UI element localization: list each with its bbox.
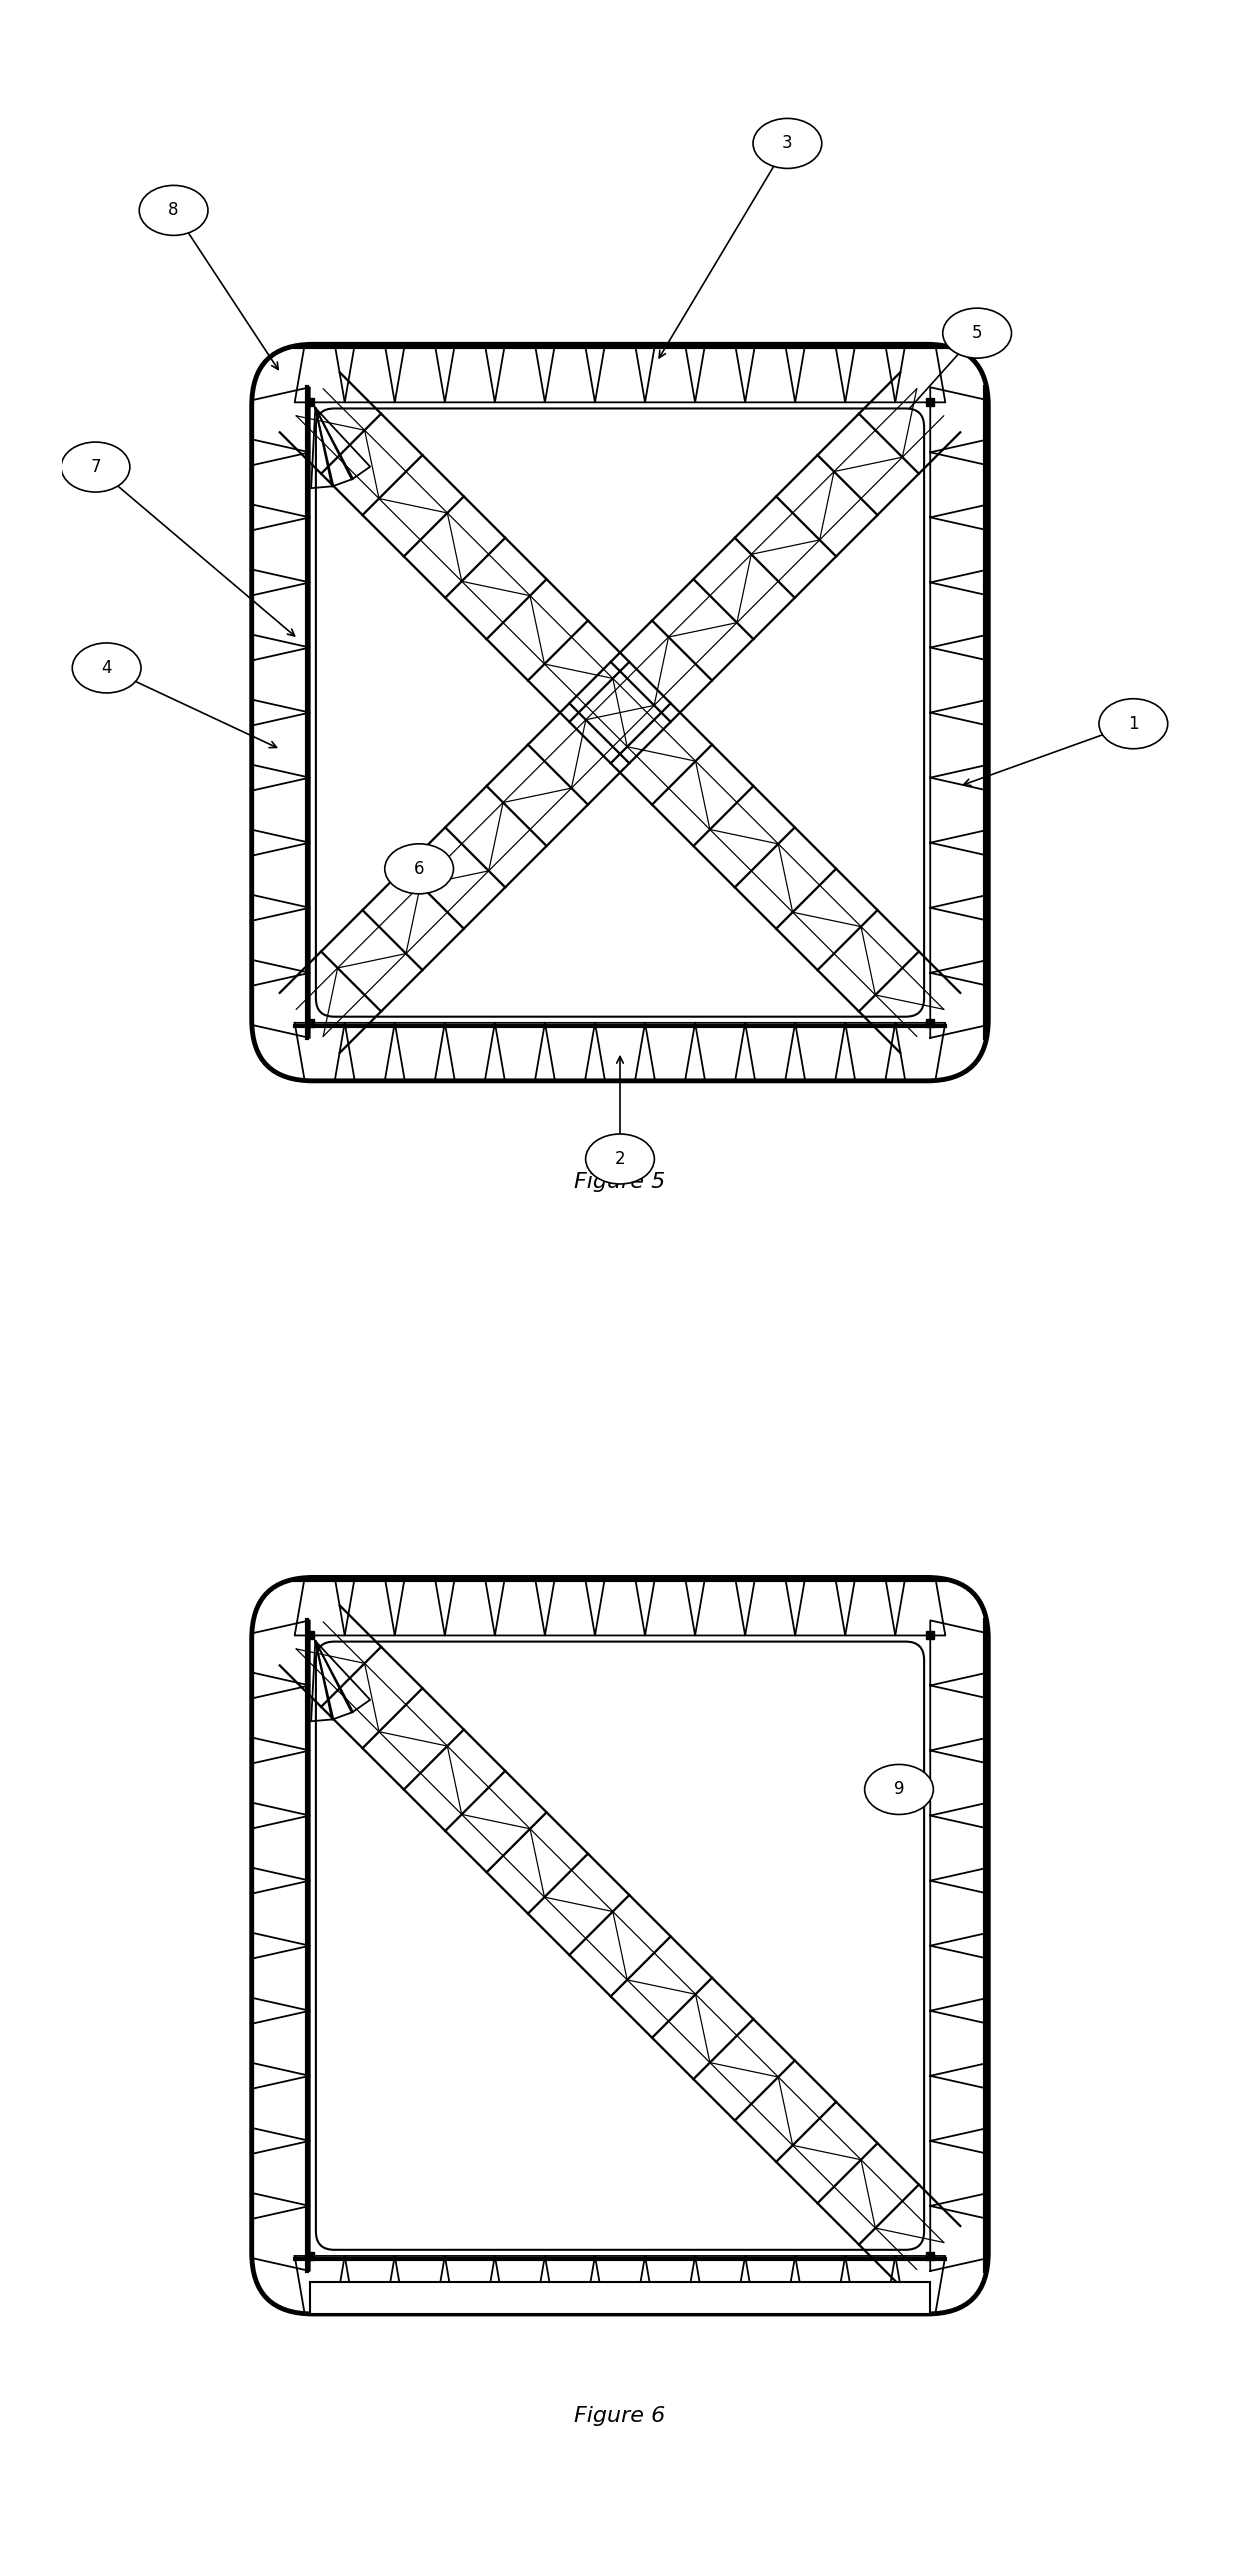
FancyBboxPatch shape	[316, 408, 924, 1017]
Bar	[310, 2281, 930, 2315]
Ellipse shape	[753, 118, 822, 170]
Ellipse shape	[139, 185, 208, 236]
Text: 3: 3	[782, 134, 792, 152]
Text: 6: 6	[414, 861, 424, 879]
Text: 5: 5	[972, 324, 982, 342]
Text: 9: 9	[894, 1780, 904, 1798]
Text: 8: 8	[169, 200, 179, 218]
Text: Figure 5: Figure 5	[574, 1171, 666, 1192]
FancyBboxPatch shape	[252, 1577, 988, 2315]
Ellipse shape	[61, 442, 130, 493]
Ellipse shape	[1099, 699, 1168, 748]
Text: Figure 6: Figure 6	[574, 2405, 666, 2425]
Ellipse shape	[72, 642, 141, 694]
Text: 7: 7	[91, 457, 100, 475]
FancyBboxPatch shape	[316, 1642, 924, 2250]
Ellipse shape	[384, 843, 454, 894]
Text: 2: 2	[615, 1151, 625, 1169]
Ellipse shape	[864, 1765, 934, 1814]
Text: 1: 1	[1128, 714, 1138, 732]
Text: 4: 4	[102, 658, 112, 678]
FancyBboxPatch shape	[252, 344, 988, 1082]
Ellipse shape	[585, 1133, 655, 1184]
Ellipse shape	[942, 308, 1012, 357]
